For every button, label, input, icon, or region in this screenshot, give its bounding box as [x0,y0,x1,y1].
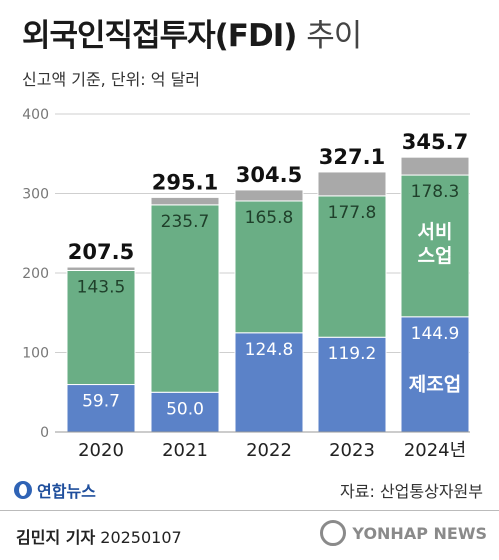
bar-segment-1-0 [66,269,136,386]
yonhap-logo-text: 연합뉴스 [37,482,96,501]
chart-title-suffix: 추이 [306,18,362,54]
chart-subtitle: 신고액 기준, 단위: 억 달러 [22,70,201,89]
byline: 김민지 기자 20250107 [16,524,182,548]
chart-title-main: 외국인직접투자(FDI) [22,18,297,54]
x-tick-label-4: 2024년 [404,440,466,461]
total-label-1: 295.1 [152,170,218,194]
series-label-manufacturing: 제조업 [409,373,461,395]
y-tick-label-100: 100 [22,346,49,362]
bar-segment-0-3 [317,336,387,433]
series-label-services-line2: 스업 [418,245,453,267]
publish-date: 20250107 [100,528,182,547]
fdi-stacked-bar-chart: 0 100 200 300 400 59.7 143.5 207.5 2020 50.0 235.7… [22,107,470,461]
value-label-manufacturing-1: 50.0 [166,399,204,419]
total-label-0: 207.5 [68,240,134,264]
bar-segment-2-1 [150,196,220,206]
value-label-services-4: 178.3 [411,182,460,202]
value-label-services-3: 177.8 [328,203,377,223]
value-label-manufacturing-2: 124.8 [245,340,294,360]
total-label-4: 345.7 [402,130,468,154]
bar-segment-2-0 [66,266,136,271]
footer-divider [0,510,499,511]
x-tick-label-3: 2023 [329,440,375,461]
bar-segment-2-3 [317,171,387,197]
bar-segment-0-1 [150,391,220,433]
y-tick-label-300: 300 [22,187,49,203]
y-tick-label-400: 400 [22,107,49,123]
bar-segment-0-2 [234,332,304,433]
bar-segment-1-3 [317,195,387,338]
value-label-services-0: 143.5 [77,277,126,297]
source-note: 자료: 산업통상자원부 [340,482,483,501]
x-tick-label-1: 2021 [162,440,208,461]
bar-segment-1-4 [400,174,470,318]
bar-segment-2-4 [400,156,470,176]
value-label-manufacturing-3: 119.2 [328,344,377,364]
value-label-manufacturing-0: 59.7 [82,392,120,412]
bar-segment-1-2 [234,200,304,334]
bar-segment-1-1 [150,204,220,393]
y-tick-label-200: 200 [22,266,49,282]
author-name: 김민지 기자 [16,528,96,547]
value-label-services-1: 235.7 [161,212,210,232]
total-label-2: 304.5 [236,163,302,187]
x-tick-label-0: 2020 [78,440,124,461]
y-tick-label-0: 0 [40,425,49,441]
series-label-services-line1: 서비 [418,221,453,243]
yonhap-logo-icon [14,481,32,499]
yonhap-logo: 연합뉴스 [14,478,96,502]
total-label-3: 327.1 [319,145,385,169]
value-label-services-2: 165.8 [245,208,294,228]
yonhap-watermark-icon [320,520,347,546]
value-label-manufacturing-4: 144.9 [411,324,460,344]
yonhap-news-watermark: YONHAP NEWS [320,520,487,546]
bar-segment-2-2 [234,189,304,202]
watermark-text: YONHAP NEWS [352,523,487,543]
chart-title: 외국인직접투자(FDI) 추이 [22,10,362,55]
x-tick-label-2: 2022 [246,440,292,461]
